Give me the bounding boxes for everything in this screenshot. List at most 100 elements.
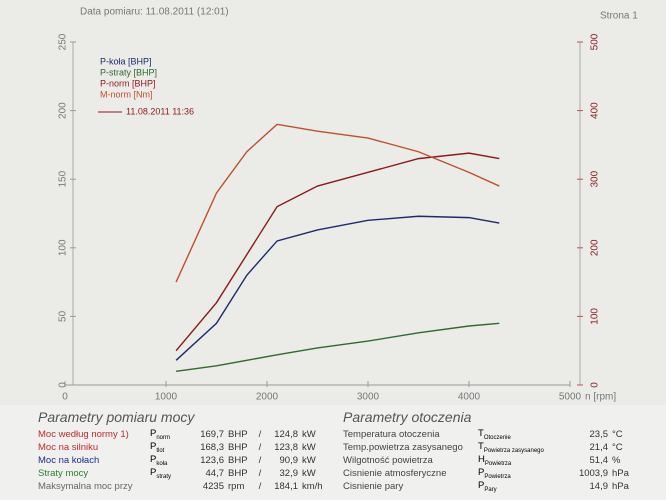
y2-tick-label: 100: [590, 308, 601, 325]
unit: kW: [302, 455, 316, 466]
value: 14,9: [589, 481, 609, 492]
y2-tick-label: 300: [590, 170, 601, 187]
row-label: Moc na silniku: [38, 442, 99, 453]
value: 32,9: [279, 468, 299, 479]
symbol-letter: T: [478, 441, 484, 453]
symbol: PPowietrza: [478, 467, 568, 480]
value: 23,5: [589, 429, 609, 440]
x-tick-label: 3000: [357, 392, 380, 403]
y-tick-label: 200: [58, 102, 69, 119]
symbol-letter: P: [150, 467, 157, 479]
unit: hPa: [612, 468, 629, 479]
tables: Parametry pomiaru mocy Moc według normy …: [0, 405, 666, 500]
ambient-row: Cisnienie pary PPary 14,9 hPa: [343, 480, 663, 493]
legend-entry: P-norm [BHP]: [100, 78, 156, 88]
x-tick-label: 5000: [559, 392, 582, 403]
y2-tick-label: 500: [590, 33, 601, 50]
power-row: Straty mocy Pstraty 44,7 BHP / 32,9 kW: [38, 467, 338, 480]
value: 51,4: [589, 455, 609, 466]
y-tick-label: 250: [58, 33, 69, 50]
value: 4235: [202, 481, 224, 492]
power-row: Moc na silniku Ptlot 168,3 BHP / 123,8 kW: [38, 441, 338, 454]
paper: [0, 0, 666, 405]
y-tick-label: 50: [58, 310, 69, 322]
y-tick-label: 150: [58, 170, 69, 187]
symbol-letter: P: [478, 480, 485, 492]
separator: /: [258, 442, 262, 453]
value: 21,4: [589, 442, 609, 453]
unit: hPa: [612, 481, 629, 492]
symbol-sub: norm: [156, 434, 171, 441]
symbol: Pkoła: [150, 454, 194, 467]
symbol-letter: T: [478, 428, 484, 440]
ambient-table: Parametry otoczenia Temperatura otoczeni…: [343, 409, 663, 493]
symbol: Ptlot: [150, 441, 194, 454]
legend-note: 11.08.2011 11:36: [126, 106, 194, 116]
value: 184,1: [274, 481, 298, 492]
unit: %: [612, 455, 621, 466]
value: 123,6: [200, 455, 224, 466]
ambient-row: Cisnienie atmosferyczne PPowietrza 1003,9 h…: [343, 467, 663, 480]
symbol-sub: Otoczenie: [483, 434, 511, 441]
row-label: Temperatura otoczenia: [343, 429, 440, 440]
value: 168,3: [200, 442, 224, 453]
symbol-letter: P: [478, 467, 485, 479]
unit: BHP: [228, 429, 248, 440]
series-line: [175, 123, 500, 283]
power-row: Moc według normy 1) Pnorm 169,7 BHP / 124,8 kW: [38, 428, 338, 441]
x-axis-label: n [rpm]: [585, 392, 616, 403]
x-tick-label: 1000: [155, 392, 178, 403]
unit: kW: [302, 442, 316, 453]
y2-tick-label: 200: [590, 239, 601, 256]
symbol-letter: P: [150, 454, 157, 466]
symbol-sub: Powietrza: [484, 460, 512, 467]
ambient-row: Temp.powietrza zasysanego TPowietrza zasy…: [343, 441, 663, 454]
y-tick-label: 100: [58, 239, 69, 256]
unit: °C: [612, 442, 623, 453]
symbol-sub: straty: [156, 473, 172, 480]
separator: /: [258, 429, 262, 440]
symbol-sub: Pary: [484, 486, 497, 493]
unit: kW: [302, 429, 316, 440]
power-row: Moc na kołach Pkoła 123,6 BHP / 90,9 kW: [38, 454, 338, 467]
header-date: Data pomiaru: 11.08.2011 (12:01): [80, 7, 229, 18]
legend-entry: P-straty [BHP]: [100, 67, 157, 77]
unit: rpm: [228, 481, 245, 492]
symbol-sub: tlot: [156, 447, 165, 454]
symbol-sub: Powietrza zasysanego: [483, 447, 544, 454]
value: 1003,9: [578, 468, 608, 479]
unit: BHP: [228, 468, 248, 479]
symbol: TOtoczenie: [478, 428, 568, 441]
symbol-sub: koła: [156, 460, 168, 467]
series-line: [176, 322, 500, 372]
power-table: Parametry pomiaru mocy Moc według normy …: [38, 409, 338, 493]
ambient-row: Wilgotność powietrza HPowietrza 51,4%: [343, 454, 663, 467]
symbol: HPowietrza: [478, 454, 568, 467]
row-label: Moc według normy 1): [38, 429, 129, 440]
row-label: Cisnienie atmosferyczne: [343, 468, 447, 479]
unit: BHP: [228, 442, 248, 453]
row-label: Straty mocy: [38, 468, 89, 479]
value: 90,9: [279, 455, 299, 466]
row-label: Cisnienie pary: [343, 481, 404, 492]
symbol: TPowietrza zasysanego: [478, 441, 568, 454]
series-line: [175, 215, 500, 361]
y2-tick-label: 400: [590, 102, 601, 119]
value: 124,8: [274, 429, 298, 440]
series-line: [175, 152, 500, 352]
symbol: Pnorm: [150, 428, 194, 441]
symbol-letter: H: [478, 454, 485, 466]
row-label: Moc na kołach: [38, 455, 100, 466]
row-label: Wilgotność powietrza: [343, 455, 433, 466]
symbol-letter: P: [150, 441, 157, 453]
symbol-sub: Powietrza: [484, 473, 511, 480]
symbol-letter: P: [150, 428, 157, 440]
row-label: Maksymalna moc przy: [38, 481, 133, 492]
row-label: Temp.powietrza zasysanego: [343, 442, 463, 453]
unit: °C: [612, 429, 623, 440]
separator: /: [258, 468, 262, 479]
legend-entry: M-norm [Nm]: [100, 89, 153, 99]
separator: /: [258, 455, 262, 466]
x-tick-label: 4000: [458, 392, 481, 403]
